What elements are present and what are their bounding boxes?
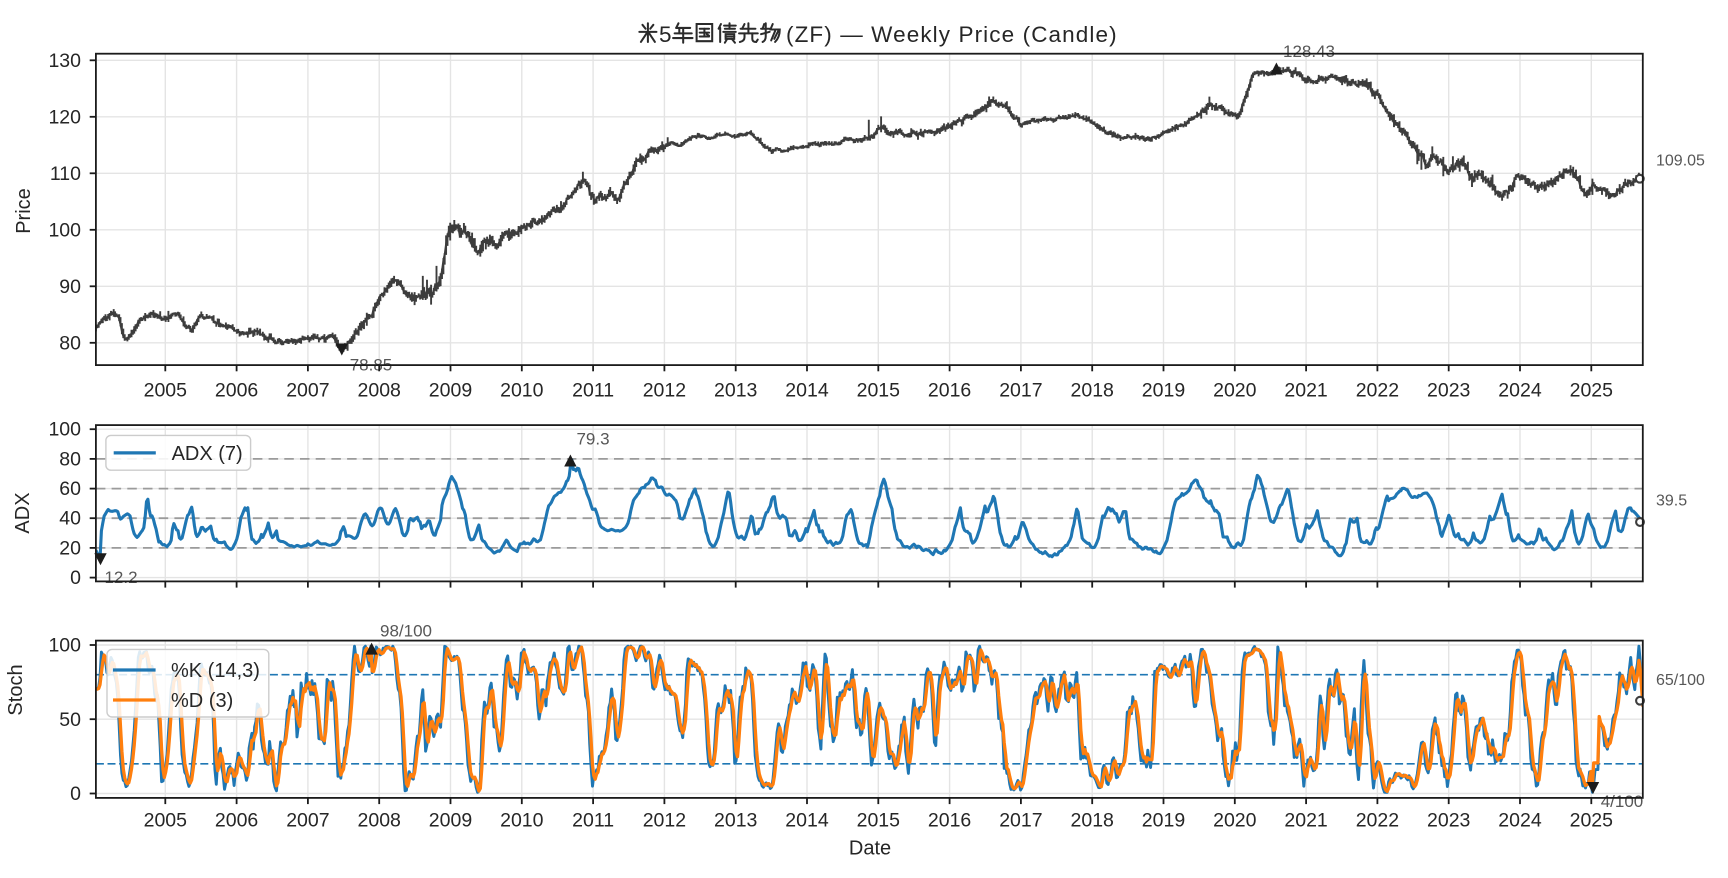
svg-text:%D (3): %D (3) (171, 690, 233, 712)
svg-text:2021: 2021 (1284, 810, 1327, 832)
svg-text:(ZF) — Weekly Price (Candle): (ZF) — Weekly Price (Candle) (786, 22, 1118, 47)
svg-text:Stoch: Stoch (5, 664, 27, 715)
svg-text:20: 20 (59, 537, 81, 559)
svg-text:2015: 2015 (857, 810, 901, 832)
svg-text:2024: 2024 (1498, 810, 1542, 832)
svg-text:128.43: 128.43 (1283, 42, 1335, 61)
svg-text:2010: 2010 (500, 379, 544, 401)
svg-text:2019: 2019 (1142, 810, 1185, 832)
svg-text:2011: 2011 (572, 810, 614, 832)
svg-text:2007: 2007 (286, 810, 329, 832)
svg-text:110: 110 (50, 163, 81, 185)
svg-text:2022: 2022 (1356, 810, 1399, 832)
svg-text:2018: 2018 (1071, 810, 1114, 832)
svg-text:2016: 2016 (928, 810, 971, 832)
svg-text:2023: 2023 (1427, 379, 1470, 401)
svg-text:2009: 2009 (429, 379, 472, 401)
svg-text:2008: 2008 (358, 379, 401, 401)
svg-text:2016: 2016 (928, 379, 971, 401)
svg-text:2011: 2011 (572, 379, 614, 401)
svg-text:2005: 2005 (144, 379, 188, 401)
svg-text:98/100: 98/100 (380, 622, 432, 641)
svg-text:5: 5 (659, 22, 673, 47)
svg-text:2021: 2021 (1284, 379, 1327, 401)
svg-text:50: 50 (59, 709, 81, 731)
svg-text:109.05: 109.05 (1656, 153, 1705, 170)
svg-text:2014: 2014 (785, 379, 829, 401)
svg-text:2024: 2024 (1498, 379, 1542, 401)
svg-text:4/100: 4/100 (1601, 792, 1644, 811)
svg-text:2008: 2008 (358, 810, 401, 832)
svg-text:2013: 2013 (714, 379, 757, 401)
svg-text:79.3: 79.3 (576, 430, 609, 449)
svg-text:2010: 2010 (500, 810, 544, 832)
svg-text:100: 100 (48, 419, 81, 441)
svg-text:100: 100 (48, 635, 81, 657)
svg-text:90: 90 (59, 276, 81, 298)
svg-text:120: 120 (48, 106, 81, 128)
svg-text:%K (14,3): %K (14,3) (171, 660, 260, 682)
svg-text:ADX: ADX (12, 492, 34, 533)
svg-text:0: 0 (70, 783, 81, 805)
svg-text:2025: 2025 (1570, 379, 1614, 401)
svg-text:2022: 2022 (1356, 379, 1399, 401)
svg-text:2009: 2009 (429, 810, 472, 832)
svg-text:40: 40 (59, 508, 81, 530)
svg-text:60: 60 (59, 478, 81, 500)
svg-text:80: 80 (59, 448, 81, 470)
svg-text:2025: 2025 (1570, 810, 1614, 832)
svg-text:2006: 2006 (215, 379, 258, 401)
svg-text:130: 130 (48, 50, 81, 72)
svg-text:12.2: 12.2 (104, 568, 137, 587)
svg-text:Price: Price (13, 188, 35, 234)
svg-text:2017: 2017 (999, 810, 1042, 832)
svg-text:Date: Date (849, 838, 891, 860)
svg-text:65/100: 65/100 (1656, 672, 1705, 689)
svg-text:2013: 2013 (714, 810, 757, 832)
svg-text:39.5: 39.5 (1656, 493, 1687, 510)
svg-text:80: 80 (59, 332, 81, 354)
svg-text:2020: 2020 (1213, 379, 1257, 401)
svg-text:2005: 2005 (144, 810, 188, 832)
svg-text:2015: 2015 (857, 379, 901, 401)
svg-text:2014: 2014 (785, 810, 829, 832)
svg-text:2007: 2007 (286, 379, 329, 401)
svg-text:2023: 2023 (1427, 810, 1470, 832)
svg-text:2019: 2019 (1142, 379, 1185, 401)
svg-text:2012: 2012 (643, 379, 686, 401)
svg-text:2018: 2018 (1071, 379, 1114, 401)
svg-text:ADX (7): ADX (7) (172, 443, 243, 465)
svg-text:2020: 2020 (1213, 810, 1257, 832)
svg-text:2017: 2017 (999, 379, 1042, 401)
svg-text:2012: 2012 (643, 810, 686, 832)
svg-text:0: 0 (70, 567, 81, 589)
svg-text:2006: 2006 (215, 810, 258, 832)
svg-text:100: 100 (48, 219, 81, 241)
